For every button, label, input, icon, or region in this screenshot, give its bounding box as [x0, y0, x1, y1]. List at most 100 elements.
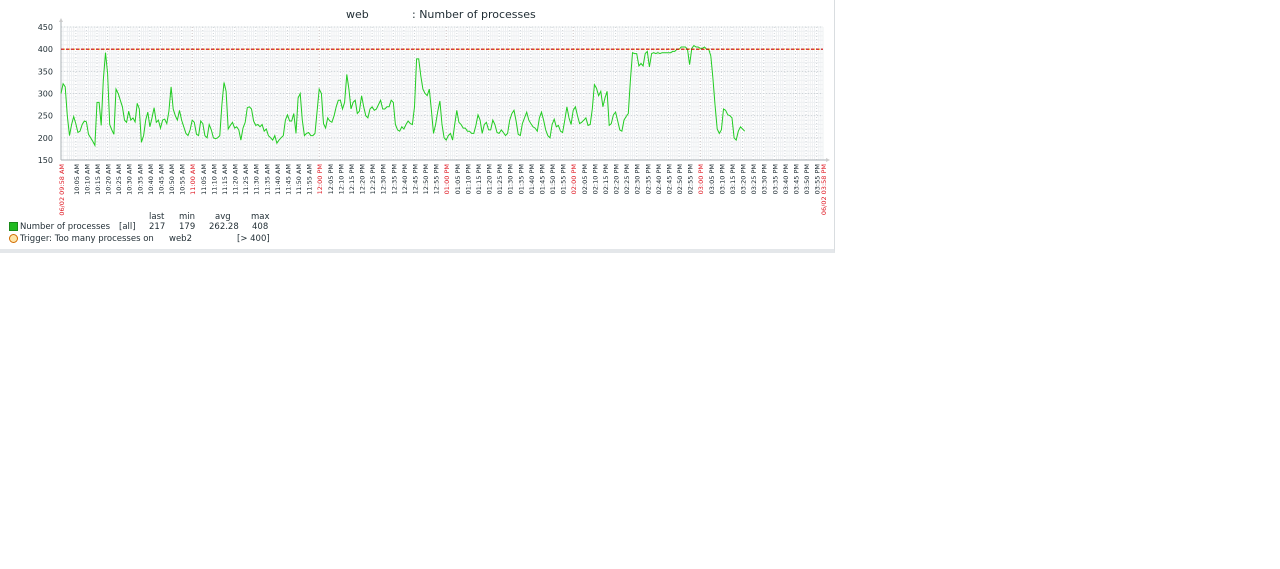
x-axis-arrow-icon	[826, 158, 830, 162]
legend-series-avg: 262.28	[209, 222, 239, 232]
x-tick-label: 11:20 AM	[232, 164, 240, 195]
graph-title-metric: : Number of processes	[412, 8, 536, 21]
chart-plot: 450 400 350 300 250 200 150 06/02 09:58 AM 10:05…	[38, 18, 830, 216]
x-tick-label: 10:35 AM	[136, 164, 144, 195]
legend-series-func: [all]	[119, 222, 136, 232]
legend-item-trigger: Trigger: Too many processes on web2 [> 4…	[9, 234, 289, 245]
x-tick-label: 10:25 AM	[115, 164, 123, 195]
x-tick-label: 10:45 AM	[157, 164, 165, 195]
x-tick-label: 03:45 PM	[792, 164, 800, 194]
x-tick-label: 02:10 PM	[591, 164, 599, 194]
x-tick-label: 03:05 PM	[708, 164, 716, 194]
x-tick-label: 11:15 AM	[221, 164, 229, 195]
x-tick-label: 02:05 PM	[581, 164, 589, 194]
legend-header-last: last	[149, 212, 165, 222]
legend-series-min: 179	[179, 222, 196, 232]
x-tick-label: 03:20 PM	[740, 164, 748, 194]
x-tick-label: 11:50 AM	[295, 164, 303, 195]
x-tick-label: 11:45 AM	[284, 164, 292, 195]
x-tick-label: 01:45 PM	[538, 164, 546, 194]
legend-series-last: 217	[149, 222, 166, 232]
x-tick-label: 10:20 AM	[105, 164, 113, 195]
y-axis-arrow-icon	[59, 18, 63, 22]
x-tick-label: 03:25 PM	[750, 164, 758, 194]
x-tick-label: 11:00 AM	[189, 164, 197, 195]
x-tick-label: 01:40 PM	[528, 164, 536, 194]
x-tick-label: 12:40 PM	[401, 164, 409, 194]
y-tick-label: 200	[38, 134, 53, 143]
x-tick-label: 03:30 PM	[761, 164, 769, 194]
x-tick-label: 02:20 PM	[613, 164, 621, 194]
x-tick-label: 11:55 AM	[306, 164, 314, 195]
graph-panel: web : Number of processes 450 400 350 300 25…	[0, 0, 835, 253]
y-tick-label: 300	[38, 90, 53, 99]
legend-header-max: max	[251, 212, 270, 222]
series-line	[60, 44, 746, 148]
x-tick-label: 02:00 PM	[570, 164, 578, 194]
legend-header-avg: avg	[215, 212, 231, 222]
x-tick-label: 10:50 AM	[168, 164, 176, 195]
x-end-label: 06/02 03:58 PM	[820, 164, 828, 215]
x-tick-label: 02:40 PM	[655, 164, 663, 194]
x-tick-label: 02:55 PM	[687, 164, 695, 194]
x-tick-label: 01:10 PM	[464, 164, 472, 194]
x-tick-label: 11:05 AM	[200, 164, 208, 195]
x-tick-label: 01:35 PM	[517, 164, 525, 194]
x-tick-label: 12:05 PM	[327, 164, 335, 194]
legend-trigger-host: web2	[169, 234, 192, 244]
x-tick-label: 03:15 PM	[729, 164, 737, 194]
x-tick-label: 12:55 PM	[433, 164, 441, 194]
legend-header-min: min	[179, 212, 196, 222]
x-tick-label: 02:30 PM	[634, 164, 642, 194]
x-tick-label: 01:05 PM	[454, 164, 462, 194]
x-tick-label: 11:35 AM	[263, 164, 271, 195]
legend-series-max: 408	[252, 222, 269, 232]
x-tick-label: 03:10 PM	[718, 164, 726, 194]
trigger-indicator-icon	[9, 234, 18, 243]
x-tick-label: 01:30 PM	[507, 164, 515, 194]
x-tick-label: 01:55 PM	[560, 164, 568, 194]
x-tick-label: 03:40 PM	[782, 164, 790, 194]
graph-title-host: web	[346, 8, 369, 21]
y-tick-label: 250	[38, 112, 53, 121]
x-tick-label: 10:15 AM	[94, 164, 102, 195]
x-tick-label: 12:30 PM	[380, 164, 388, 194]
series-color-swatch	[9, 222, 18, 231]
y-tick-label: 450	[38, 23, 53, 32]
x-tick-label: 01:50 PM	[549, 164, 557, 194]
x-tick-label: 12:50 PM	[422, 164, 430, 194]
x-tick-label: 12:35 PM	[390, 164, 398, 194]
x-tick-label: 12:10 PM	[337, 164, 345, 194]
x-tick-label: 01:15 PM	[475, 164, 483, 194]
x-tick-label: 10:05 AM	[73, 164, 81, 195]
x-tick-label: 02:50 PM	[676, 164, 684, 194]
y-tick-label: 150	[38, 156, 53, 165]
x-tick-label: 12:00 PM	[316, 164, 324, 194]
legend-trigger-condition: [> 400]	[237, 234, 270, 244]
x-tick-label: 11:40 AM	[274, 164, 282, 195]
x-tick-label: 01:25 PM	[496, 164, 504, 194]
x-tick-label: 01:20 PM	[486, 164, 494, 194]
x-start-label: 06/02 09:58 AM	[58, 164, 66, 216]
x-tick-label: 01:00 PM	[443, 164, 451, 194]
x-tick-label: 03:55 PM	[814, 164, 822, 194]
legend-trigger-label: Trigger: Too many processes on	[20, 234, 154, 244]
legend-item-series: Number of processes [all] 217 179 262.28…	[9, 222, 279, 233]
x-tick-label: 02:15 PM	[602, 164, 610, 194]
x-tick-label: 12:45 PM	[411, 164, 419, 194]
x-tick-label: 11:30 AM	[253, 164, 261, 195]
x-tick-label: 02:45 PM	[665, 164, 673, 194]
x-tick-label: 10:30 AM	[126, 164, 134, 195]
x-tick-label: 10:55 AM	[179, 164, 187, 195]
x-tick-label: 03:00 PM	[697, 164, 705, 194]
y-tick-label: 350	[38, 67, 53, 76]
x-tick-label: 12:25 PM	[369, 164, 377, 194]
x-tick-label: 12:20 PM	[359, 164, 367, 194]
x-tick-label: 11:10 AM	[210, 164, 218, 195]
x-tick-label: 11:25 AM	[242, 164, 250, 195]
x-tick-label: 03:35 PM	[771, 164, 779, 194]
x-tick-label: 03:50 PM	[803, 164, 811, 194]
x-tick-label: 10:40 AM	[147, 164, 155, 195]
x-tick-label: 10:10 AM	[83, 164, 91, 195]
x-tick-label: 12:15 PM	[348, 164, 356, 194]
